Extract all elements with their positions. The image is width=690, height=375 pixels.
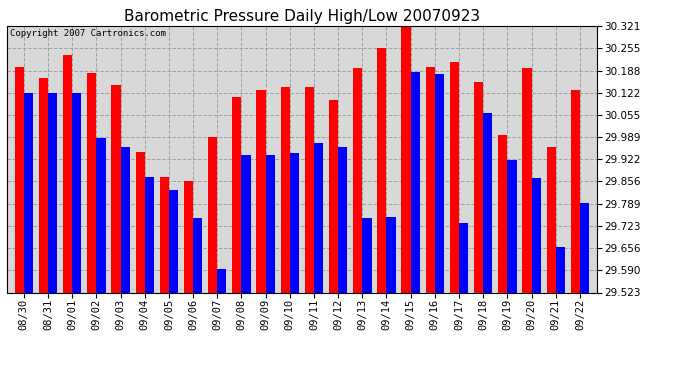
Bar	[72, 93, 81, 292]
Bar	[386, 217, 395, 292]
Bar	[290, 153, 299, 292]
Bar	[411, 72, 420, 292]
Bar	[338, 147, 347, 292]
Bar	[580, 203, 589, 292]
Bar	[121, 147, 130, 292]
Bar	[48, 93, 57, 292]
Bar	[450, 62, 459, 292]
Bar	[135, 152, 145, 292]
Bar	[555, 247, 565, 292]
Text: Copyright 2007 Cartronics.com: Copyright 2007 Cartronics.com	[10, 29, 166, 38]
Bar	[97, 138, 106, 292]
Bar	[233, 97, 241, 292]
Bar	[459, 224, 469, 292]
Bar	[266, 155, 275, 292]
Bar	[426, 67, 435, 292]
Bar	[546, 147, 555, 292]
Bar	[193, 218, 202, 292]
Bar	[498, 135, 507, 292]
Bar	[522, 68, 531, 292]
Bar	[24, 93, 33, 292]
Bar	[362, 218, 371, 292]
Bar	[159, 177, 169, 292]
Bar	[241, 155, 250, 292]
Bar	[87, 73, 97, 292]
Bar	[145, 177, 154, 292]
Bar	[208, 136, 217, 292]
Bar	[217, 270, 226, 292]
Bar	[377, 48, 386, 292]
Bar	[314, 143, 323, 292]
Bar	[257, 90, 266, 292]
Bar	[281, 87, 290, 292]
Bar	[63, 55, 72, 292]
Bar	[353, 68, 362, 292]
Bar	[571, 90, 580, 292]
Bar	[39, 78, 48, 292]
Bar	[111, 85, 121, 292]
Bar	[184, 181, 193, 292]
Title: Barometric Pressure Daily High/Low 20070923: Barometric Pressure Daily High/Low 20070…	[124, 9, 480, 24]
Bar	[507, 160, 517, 292]
Bar	[531, 178, 541, 292]
Bar	[474, 82, 483, 292]
Bar	[402, 25, 411, 292]
Bar	[169, 190, 178, 292]
Bar	[483, 113, 493, 292]
Bar	[435, 74, 444, 292]
Bar	[305, 87, 314, 292]
Bar	[14, 67, 24, 292]
Bar	[329, 100, 338, 292]
